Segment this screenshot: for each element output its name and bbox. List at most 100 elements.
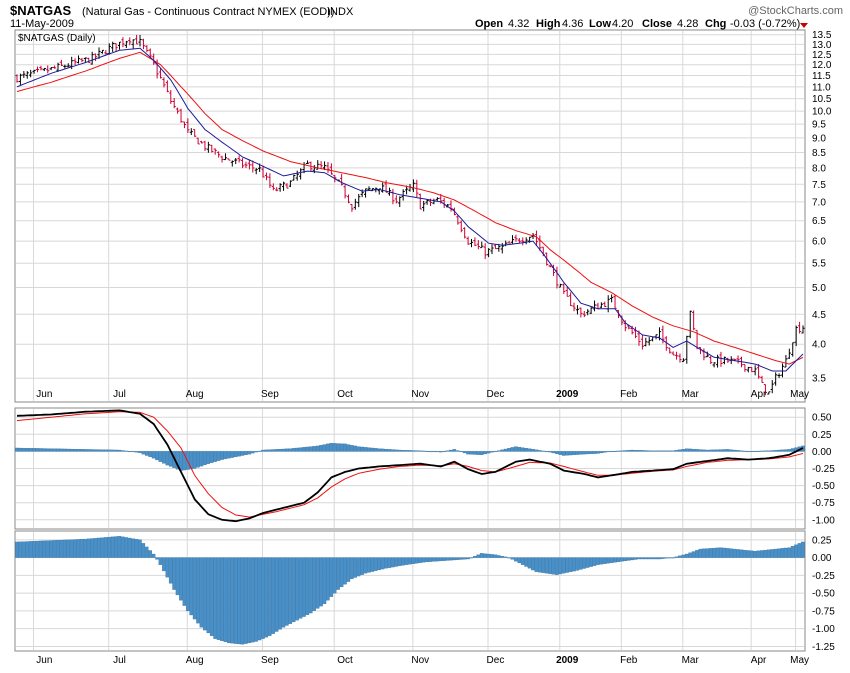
histogram-bar xyxy=(28,541,33,558)
x-tick-label: Nov xyxy=(411,655,429,666)
macd-histogram-bar xyxy=(616,450,621,452)
histogram-bar xyxy=(565,557,569,573)
price-bar xyxy=(715,354,720,368)
histogram-bar xyxy=(370,557,375,572)
histogram-bar xyxy=(312,557,316,611)
macd-histogram-bar xyxy=(261,449,265,452)
macd-histogram-bar xyxy=(83,449,87,452)
histogram-bar xyxy=(418,557,422,563)
histogram-bar xyxy=(620,557,624,562)
price-bar xyxy=(746,366,750,373)
histogram-bar xyxy=(688,552,692,558)
macd-histogram-bar xyxy=(763,450,768,452)
macd-histogram-bar xyxy=(62,448,67,452)
histogram-bar xyxy=(667,557,672,559)
histogram-bar xyxy=(739,549,744,558)
histogram-bar xyxy=(486,553,491,558)
histogram-bar xyxy=(391,557,395,568)
macd-histogram-bar xyxy=(531,449,535,452)
macd-histogram-bar xyxy=(268,449,272,452)
histogram-bar xyxy=(21,541,26,558)
y-axis-labels: 13.513.012.512.011.511.010.5 10.0 9.5 9.0 8.… xyxy=(812,30,835,653)
price-bar xyxy=(97,47,101,59)
price-bar xyxy=(685,335,689,364)
x-axis-labels: Jun Jun Jul Jul Aug Aug Sep Sep Oct Oct Nov Nov Dec D… xyxy=(36,389,809,666)
histogram-bar xyxy=(490,554,494,558)
macd-histogram-bar xyxy=(309,446,313,452)
price-bar xyxy=(456,214,460,225)
exchange-label: INDX xyxy=(327,6,354,18)
histogram-bar xyxy=(264,557,269,638)
macd-histogram-bar xyxy=(322,444,327,452)
price-bar xyxy=(480,241,484,249)
macd-histogram-bar xyxy=(339,443,344,452)
macd-histogram-bar xyxy=(257,450,262,452)
price-bar xyxy=(487,248,491,258)
price-bar xyxy=(261,165,265,178)
price-panel-title: $NATGAS (Daily) xyxy=(18,33,96,44)
macd-histogram-bar xyxy=(271,449,275,452)
price-bar xyxy=(281,181,286,191)
histogram-bar xyxy=(616,557,621,563)
macd-histogram-bar xyxy=(182,451,187,471)
x-tick-label: 2009 xyxy=(556,655,579,666)
down-arrow-icon xyxy=(800,23,808,28)
macd-histogram-bar xyxy=(254,451,258,453)
histogram-bar xyxy=(90,538,94,558)
histogram-bar xyxy=(186,557,190,612)
price-bar xyxy=(582,310,586,318)
price-bar xyxy=(674,351,679,360)
price-panel xyxy=(14,29,806,403)
price-bar xyxy=(210,144,214,153)
y-tick-label: -1.00 xyxy=(812,515,835,526)
price-bar xyxy=(83,57,87,63)
macd-histogram-bar xyxy=(483,451,487,455)
histogram-bar xyxy=(298,557,303,619)
histogram-bar xyxy=(702,548,706,558)
price-bar xyxy=(363,188,368,198)
macd-histogram-bar xyxy=(250,451,255,454)
macd-histogram-bar xyxy=(162,451,166,464)
histogram-bar xyxy=(428,557,433,562)
histogram-bar xyxy=(145,546,149,558)
histogram-bar xyxy=(114,536,118,558)
macd-histogram-bar xyxy=(411,450,416,452)
histogram-bar xyxy=(592,557,597,566)
macd-histogram-bar xyxy=(52,448,57,452)
price-bar xyxy=(285,183,289,189)
x-tick-label: Mar xyxy=(682,655,700,666)
price-bar xyxy=(32,69,36,74)
price-bar xyxy=(774,372,778,386)
price-bar xyxy=(756,363,761,379)
histogram-bar xyxy=(343,557,347,585)
histogram-bar xyxy=(678,555,682,558)
x-tick-label: Dec xyxy=(487,389,505,400)
macd-histogram-bar xyxy=(746,451,750,453)
histogram-bar xyxy=(500,556,504,558)
price-bar xyxy=(343,184,347,199)
histogram-bar xyxy=(52,540,57,558)
histogram-bar xyxy=(736,549,740,558)
price-bar xyxy=(473,237,477,246)
price-bar xyxy=(186,118,190,133)
macd-histogram-bar xyxy=(45,448,50,452)
macd-line xyxy=(16,409,804,523)
price-bar xyxy=(736,355,740,364)
macd-histogram-bar xyxy=(688,448,692,452)
y-tick-label: -0.25 xyxy=(812,464,835,475)
histogram-bar xyxy=(708,548,713,558)
price-bar xyxy=(278,183,282,192)
histogram-bar xyxy=(356,557,361,577)
price-bar xyxy=(767,391,771,395)
histogram-bar xyxy=(353,557,357,578)
histogram-bar xyxy=(725,548,730,558)
histogram-bar xyxy=(230,557,234,644)
macd-histogram-bar xyxy=(565,451,569,456)
macd-histogram-bar xyxy=(350,445,354,452)
quote-high-label: High xyxy=(536,18,561,30)
macd-histogram-bar xyxy=(606,451,610,453)
macd-histogram-bar xyxy=(695,449,699,452)
histogram-bar xyxy=(288,557,293,624)
price-bar xyxy=(326,162,330,173)
macd-histogram-bar xyxy=(264,449,269,452)
